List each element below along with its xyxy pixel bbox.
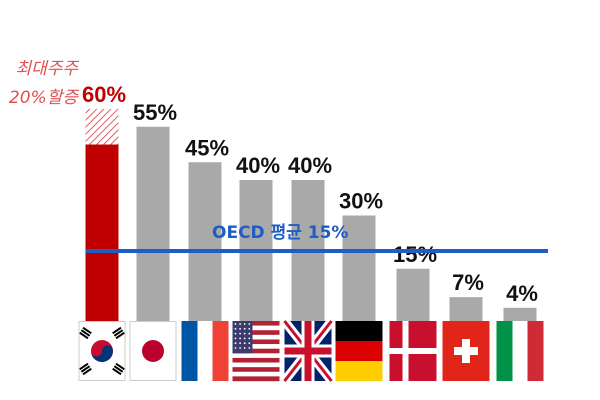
value-label: 40% — [236, 153, 280, 178]
france-flag — [181, 321, 229, 381]
bar-italy — [503, 307, 537, 322]
oecd-average-label: OECD 평균 15% — [212, 223, 348, 243]
japan-flag — [129, 321, 177, 381]
value-label: 15% — [393, 242, 437, 267]
korea-flag — [78, 321, 126, 381]
bar-japan — [136, 126, 170, 322]
value-label: 30% — [339, 189, 383, 214]
value-labels-group: 60% 55% 45% 40% 40% 30% 15% 7% 4% — [82, 82, 538, 306]
usa-flag — [232, 321, 280, 382]
bar-korea — [85, 144, 119, 322]
value-label: 55% — [133, 100, 177, 125]
bar-switzerland — [449, 297, 483, 322]
flags-group — [78, 318, 544, 384]
average-group: OECD 평균 15% — [86, 223, 548, 253]
surcharge-note-line: 20%할증 — [9, 88, 79, 108]
value-label: 40% — [288, 153, 332, 178]
bar-germany — [342, 215, 376, 322]
bar-france — [188, 162, 222, 322]
value-label: 45% — [185, 135, 229, 160]
italy-flag — [496, 321, 544, 381]
bar-denmark — [396, 268, 430, 322]
uk-flag — [280, 318, 336, 384]
bar-surcharge-hatched — [85, 109, 119, 145]
surcharge-note-line: 최대주주 — [15, 59, 79, 79]
value-label: 7% — [452, 270, 484, 295]
value-label: 60% — [82, 82, 126, 107]
value-label: 4% — [506, 281, 538, 306]
switzerland-flag — [442, 321, 490, 381]
germany-flag — [335, 321, 383, 381]
highlight-note-group: 최대주주 20%할증 — [9, 59, 79, 108]
denmark-flag — [389, 321, 437, 381]
